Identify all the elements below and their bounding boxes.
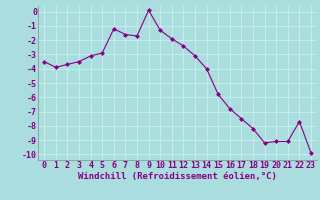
X-axis label: Windchill (Refroidissement éolien,°C): Windchill (Refroidissement éolien,°C): [78, 172, 277, 181]
